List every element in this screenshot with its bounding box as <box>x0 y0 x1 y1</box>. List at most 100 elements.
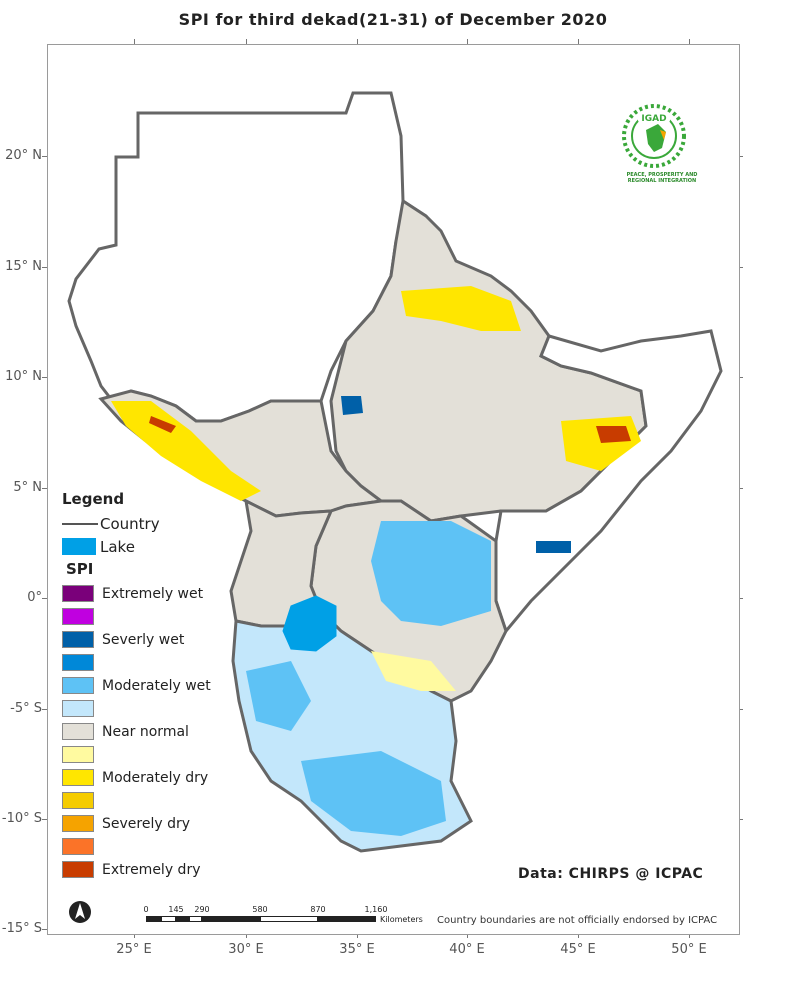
north-arrow-icon <box>68 900 92 924</box>
scale-tick-290: 290 <box>194 905 210 914</box>
spi-class-label: Severly wet <box>102 631 185 648</box>
lon-tick <box>357 933 358 938</box>
severe-wet-patch-somalia <box>536 541 571 553</box>
spi-class-row: Severly wet <box>62 628 242 651</box>
lat-label-15n: 15° N <box>5 259 42 274</box>
lon-label-35e: 35° E <box>339 942 375 957</box>
lake-swatch <box>62 538 96 555</box>
dry-patch-kenya <box>371 651 456 691</box>
spi-class-label: Severely dry <box>102 815 191 832</box>
lat-label-20n: 20° N <box>5 148 42 163</box>
scale-tick-870: 870 <box>310 905 326 914</box>
lat-label-10s: -10° S <box>1 811 42 826</box>
spi-class-row <box>62 835 242 858</box>
country-line-swatch <box>62 522 98 525</box>
lon-label-30e: 30° E <box>228 942 264 957</box>
lon-label-45e: 45° E <box>560 942 596 957</box>
legend-country-label: Country <box>100 514 160 533</box>
spi-class-list: Extremely wet Severly wet Moderately wet Ne… <box>62 582 242 881</box>
spi-swatch <box>62 861 94 878</box>
spi-class-label: Moderately dry <box>102 769 209 786</box>
data-credit: Data: CHIRPS @ ICPAC <box>518 866 704 882</box>
map-frame[interactable] <box>47 44 740 935</box>
lat-label-5n: 5° N <box>13 480 42 495</box>
lat-tick <box>42 709 47 710</box>
wet-patch-tanzania <box>301 751 446 836</box>
lon-tick <box>357 39 358 44</box>
lat-tick <box>42 598 47 599</box>
spi-class-label: Near normal <box>102 723 189 740</box>
spi-class-row <box>62 651 242 674</box>
lat-tick <box>42 377 47 378</box>
logo-tagline: PEACE, PROSPERITY AND REGIONAL INTEGRATI… <box>626 172 698 184</box>
spi-class-row: Extremely dry <box>62 858 242 881</box>
spi-swatch <box>62 631 94 648</box>
lon-tick <box>689 933 690 938</box>
lat-tick <box>738 819 743 820</box>
scale-segment <box>189 916 202 922</box>
legend: Legend Country Lake SPI Extremely wet Sev… <box>62 490 242 881</box>
lat-label-5s: -5° S <box>10 701 42 716</box>
lon-tick <box>246 933 247 938</box>
lat-tick <box>738 377 743 378</box>
extreme-dry-patch-ss <box>149 416 176 433</box>
lon-tick <box>467 933 468 938</box>
spi-class-row <box>62 697 242 720</box>
lon-label-40e: 40° E <box>449 942 485 957</box>
lat-tick <box>738 598 743 599</box>
lon-tick <box>246 39 247 44</box>
lon-label-25e: 25° E <box>116 942 152 957</box>
wet-patch-tanzania-west <box>246 661 311 731</box>
spi-class-row: Moderately dry <box>62 766 242 789</box>
disclaimer: Country boundaries are not officially en… <box>437 915 718 926</box>
scale-tick-0: 0 <box>143 905 149 914</box>
scale-bar: 0 145 290 580 870 1,160 Kilometers <box>132 905 432 927</box>
lon-tick <box>578 933 579 938</box>
spi-swatch <box>62 769 94 786</box>
wet-patch-kenya <box>371 521 491 626</box>
spi-class-label: Extremely dry <box>102 861 201 878</box>
lake-victoria <box>282 595 337 652</box>
scale-segment <box>146 916 161 922</box>
spi-class-row: Moderately wet <box>62 674 242 697</box>
spi-class-row: Near normal <box>62 720 242 743</box>
scale-unit: Kilometers <box>380 915 423 924</box>
lat-label-0: 0° <box>27 590 42 605</box>
lat-tick <box>42 156 47 157</box>
lon-tick <box>689 39 690 44</box>
lat-tick <box>738 267 743 268</box>
lon-tick <box>467 39 468 44</box>
lon-tick <box>578 39 579 44</box>
spi-swatch <box>62 746 94 763</box>
spi-class-row <box>62 789 242 812</box>
scale-segment <box>176 916 189 922</box>
scale-tick-1160: 1,160 <box>364 905 388 914</box>
lat-tick <box>738 709 743 710</box>
spi-swatch <box>62 700 94 717</box>
map-canvas[interactable] <box>48 45 739 934</box>
spi-class-row <box>62 743 242 766</box>
legend-heading: Legend <box>62 490 125 508</box>
lat-label-15s: -15° S <box>1 921 42 936</box>
spi-swatch <box>62 815 94 832</box>
lon-tick <box>134 933 135 938</box>
spi-class-row: Severely dry <box>62 812 242 835</box>
logo-name: IGAD <box>641 114 666 124</box>
spi-title: SPI <box>66 560 94 578</box>
spi-swatch <box>62 792 94 809</box>
severe-wet-patch <box>341 396 363 415</box>
lat-tick <box>42 488 47 489</box>
lat-tick <box>738 156 743 157</box>
scale-tick-580: 580 <box>252 905 268 914</box>
dry-patch-ethiopia <box>401 286 521 331</box>
lat-tick <box>42 929 47 930</box>
scale-tick-145: 145 <box>168 905 184 914</box>
extreme-dry-patch <box>596 426 631 443</box>
lat-tick <box>42 267 47 268</box>
legend-lake-label: Lake <box>100 537 135 556</box>
lon-tick <box>134 39 135 44</box>
scale-segment <box>161 916 176 922</box>
lat-label-10n: 10° N <box>5 369 42 384</box>
legend-row-country: Country <box>62 512 242 535</box>
lat-tick <box>42 819 47 820</box>
